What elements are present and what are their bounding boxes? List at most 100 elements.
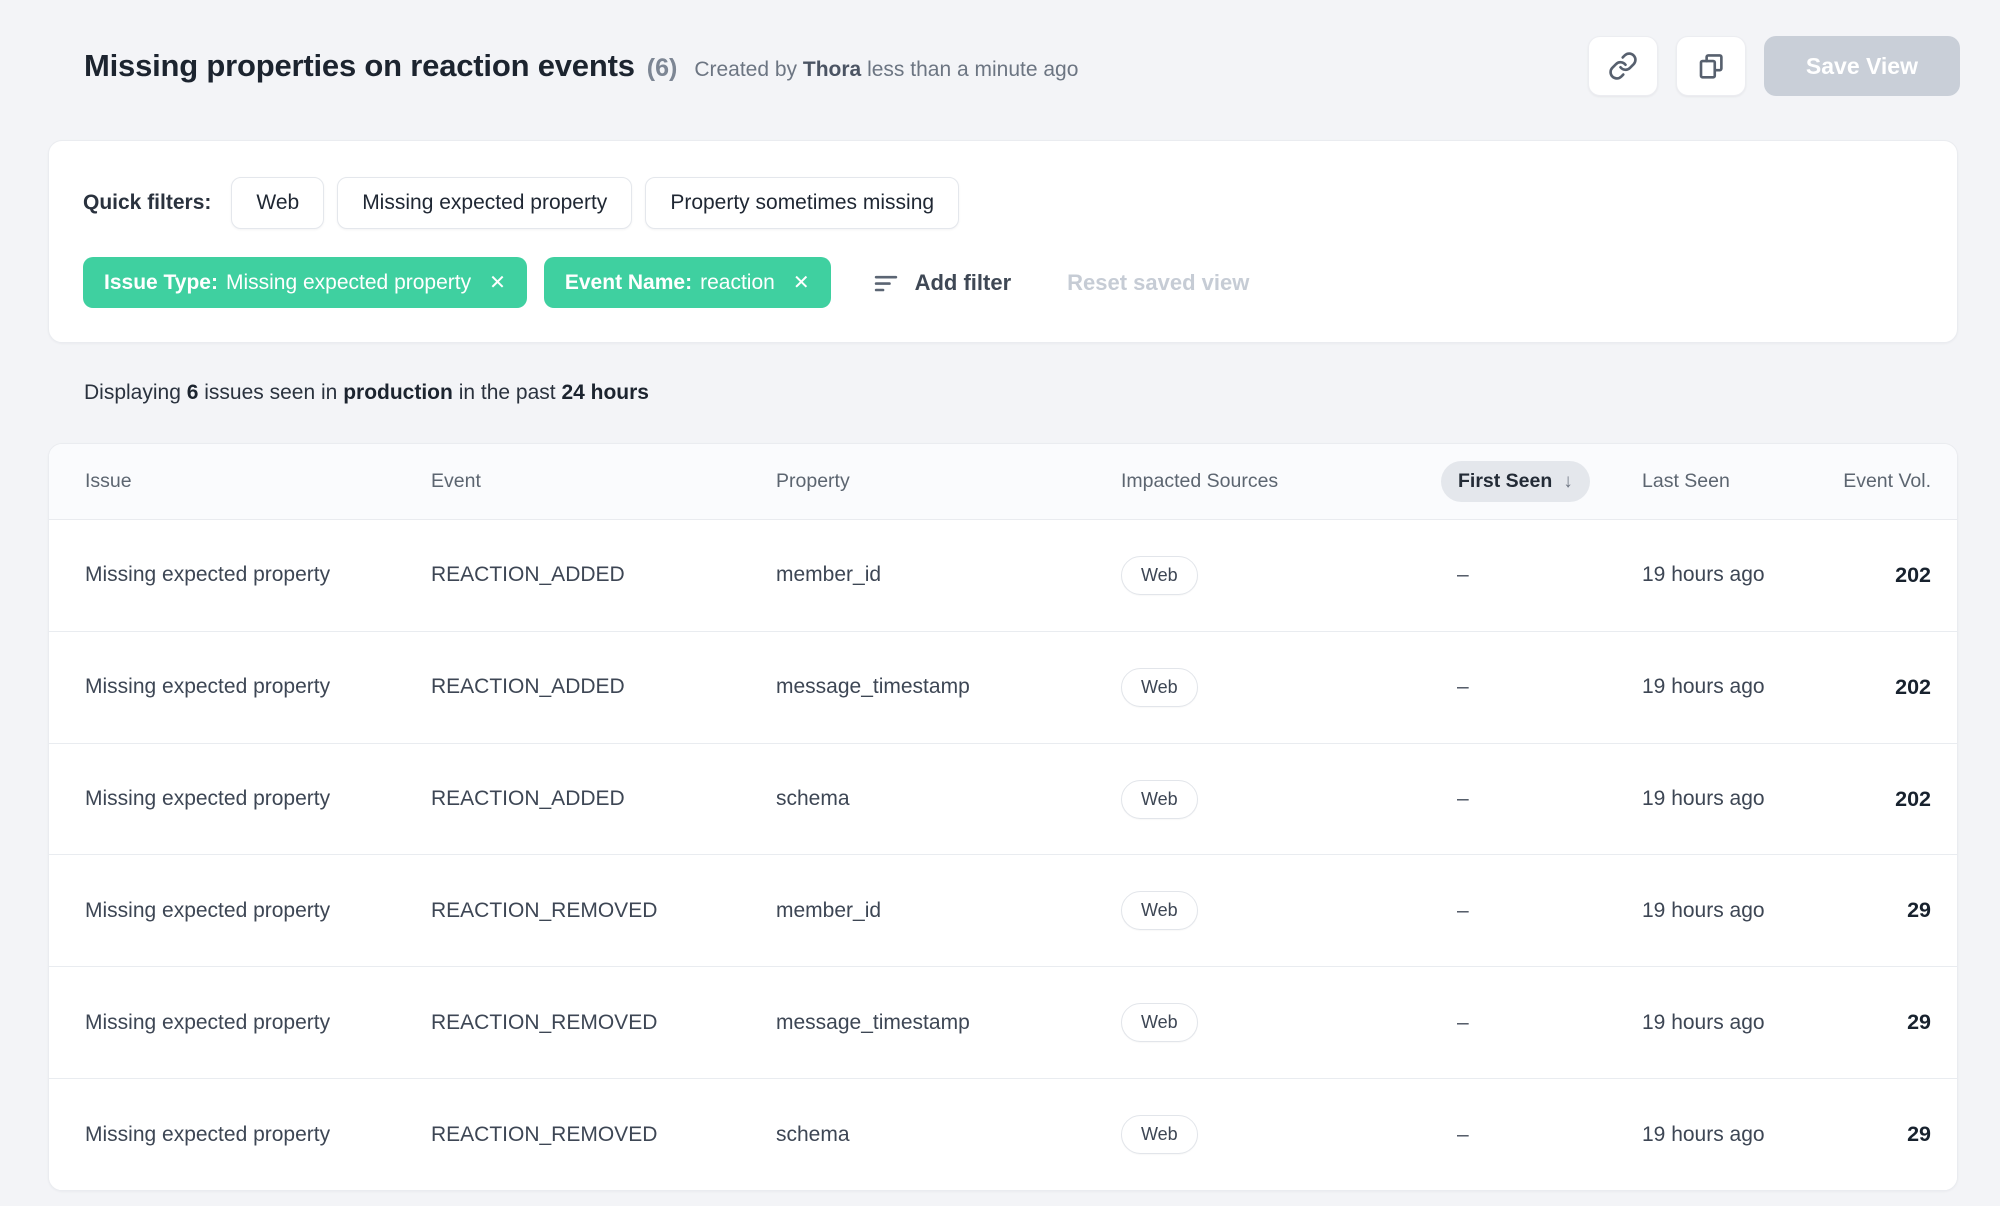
event-cell: REACTION_ADDED [431, 675, 625, 699]
title-group: Missing properties on reaction events (6… [84, 48, 1078, 84]
add-filter-button[interactable]: Add filter [872, 269, 1012, 297]
filters-panel: Quick filters: Web Missing expected prop… [48, 140, 1958, 343]
summary-mid1: issues seen in [204, 381, 338, 404]
column-header-first-seen-label: First Seen [1458, 470, 1553, 492]
event-vol-cell: 202 [1895, 786, 1931, 811]
source-badge: Web [1121, 555, 1198, 595]
event-cell: REACTION_ADDED [431, 563, 625, 587]
property-cell: schema [776, 1122, 850, 1146]
event-vol-cell: 202 [1895, 674, 1931, 699]
close-icon[interactable]: ✕ [792, 271, 810, 294]
column-header-impacted-sources[interactable]: Impacted Sources [1121, 470, 1279, 492]
created-by-suffix: less than a minute ago [867, 58, 1079, 81]
filter-chip-value: Missing expected property [225, 270, 472, 294]
source-badge: Web [1121, 1115, 1198, 1155]
property-cell: message_timestamp [776, 1010, 970, 1034]
issue-cell: Missing expected property [85, 898, 331, 922]
active-filters-row: Issue Type: Missing expected property ✕ … [83, 257, 1923, 308]
source-badge: Web [1121, 779, 1198, 819]
filter-chip-event-name[interactable]: Event Name: reaction ✕ [543, 257, 831, 308]
quick-filters-row: Quick filters: Web Missing expected prop… [83, 177, 1923, 229]
filter-lines-icon [872, 269, 900, 297]
table-row[interactable]: Missing expected property REACTION_ADDED… [49, 520, 1957, 632]
table-row[interactable]: Missing expected property REACTION_REMOV… [49, 855, 1957, 968]
quick-filter-web[interactable]: Web [231, 177, 325, 229]
reset-saved-view-button[interactable]: Reset saved view [1067, 269, 1250, 295]
filter-chip-label: Issue Type: [104, 270, 218, 294]
table-header-row: Issue Event Property Impacted Sources Fi… [49, 444, 1957, 520]
sources-cell: Web [1121, 779, 1441, 819]
issue-cell: Missing expected property [85, 1122, 331, 1146]
summary-prefix: Displaying [84, 381, 181, 404]
table-row[interactable]: Missing expected property REACTION_ADDED… [49, 631, 1957, 744]
filter-chip-label: Event Name: [564, 270, 693, 294]
table-row[interactable]: Missing expected property REACTION_REMOV… [49, 1079, 1957, 1190]
first-seen-cell: – [1457, 563, 1469, 587]
filter-chip-value: reaction [700, 270, 775, 294]
duplicate-view-button[interactable] [1675, 36, 1746, 96]
issue-cell: Missing expected property [85, 563, 331, 587]
column-header-issue[interactable]: Issue [85, 470, 132, 492]
created-by-prefix: Created by [694, 58, 798, 81]
issue-cell: Missing expected property [85, 675, 331, 699]
summary-range: 24 hours [561, 381, 649, 404]
sources-cell: Web [1121, 1003, 1441, 1043]
last-seen-cell: 19 hours ago [1642, 787, 1765, 811]
last-seen-cell: 19 hours ago [1642, 563, 1765, 587]
issue-count-badge: (6) [646, 54, 678, 82]
table-row[interactable]: Missing expected property REACTION_ADDED… [49, 743, 1957, 856]
summary-count: 6 [186, 381, 199, 404]
source-badge: Web [1121, 1003, 1198, 1043]
sources-cell: Web [1121, 555, 1441, 595]
event-vol-cell: 29 [1907, 1122, 1931, 1147]
column-header-event-vol[interactable]: Event Vol. [1843, 470, 1931, 492]
event-vol-cell: 29 [1907, 898, 1931, 923]
property-cell: member_id [776, 898, 882, 922]
property-cell: message_timestamp [776, 675, 970, 699]
summary-environment: production [343, 381, 453, 404]
quick-filters-label: Quick filters: [83, 191, 212, 214]
quick-filter-property-sometimes-missing[interactable]: Property sometimes missing [645, 177, 960, 229]
first-seen-cell: – [1457, 675, 1469, 699]
column-header-last-seen[interactable]: Last Seen [1642, 470, 1730, 492]
sort-desc-icon: ↓ [1563, 471, 1573, 492]
event-cell: REACTION_REMOVED [431, 1010, 658, 1034]
sort-pill-first-seen[interactable]: First Seen ↓ [1441, 461, 1590, 502]
column-header-property[interactable]: Property [776, 470, 850, 492]
event-vol-cell: 202 [1895, 562, 1931, 587]
event-cell: REACTION_REMOVED [431, 898, 658, 922]
last-seen-cell: 19 hours ago [1642, 675, 1765, 699]
source-badge: Web [1121, 891, 1198, 931]
close-icon[interactable]: ✕ [489, 271, 506, 294]
issue-cell: Missing expected property [85, 787, 331, 811]
link-icon [1608, 51, 1638, 81]
sources-cell: Web [1121, 891, 1441, 931]
summary-mid2: in the past [458, 381, 556, 404]
table-body: Missing expected property REACTION_ADDED… [49, 520, 1957, 1190]
save-view-button[interactable]: Save View [1763, 36, 1960, 96]
event-cell: REACTION_ADDED [431, 787, 625, 811]
add-filter-label: Add filter [914, 269, 1012, 295]
last-seen-cell: 19 hours ago [1642, 1010, 1765, 1034]
header-actions: Save View [1587, 36, 1960, 96]
sources-cell: Web [1121, 667, 1441, 707]
first-seen-cell: – [1457, 787, 1469, 811]
table-row[interactable]: Missing expected property REACTION_REMOV… [49, 967, 1957, 1080]
column-header-event[interactable]: Event [431, 470, 481, 492]
first-seen-cell: – [1457, 1010, 1469, 1034]
column-header-first-seen[interactable]: First Seen ↓ [1441, 461, 1642, 502]
property-cell: member_id [776, 563, 882, 587]
sources-cell: Web [1121, 1115, 1441, 1155]
source-badge: Web [1121, 667, 1198, 707]
quick-filter-missing-expected-property[interactable]: Missing expected property [337, 177, 633, 229]
filter-chip-issue-type[interactable]: Issue Type: Missing expected property ✕ [83, 257, 527, 308]
issues-table: Issue Event Property Impacted Sources Fi… [48, 443, 1958, 1191]
property-cell: schema [776, 787, 850, 811]
first-seen-cell: – [1457, 1122, 1469, 1146]
last-seen-cell: 19 hours ago [1642, 898, 1765, 922]
event-vol-cell: 29 [1907, 1010, 1931, 1035]
issue-cell: Missing expected property [85, 1010, 331, 1034]
copy-link-button[interactable] [1587, 36, 1658, 96]
page-title: Missing properties on reaction events [84, 48, 635, 83]
